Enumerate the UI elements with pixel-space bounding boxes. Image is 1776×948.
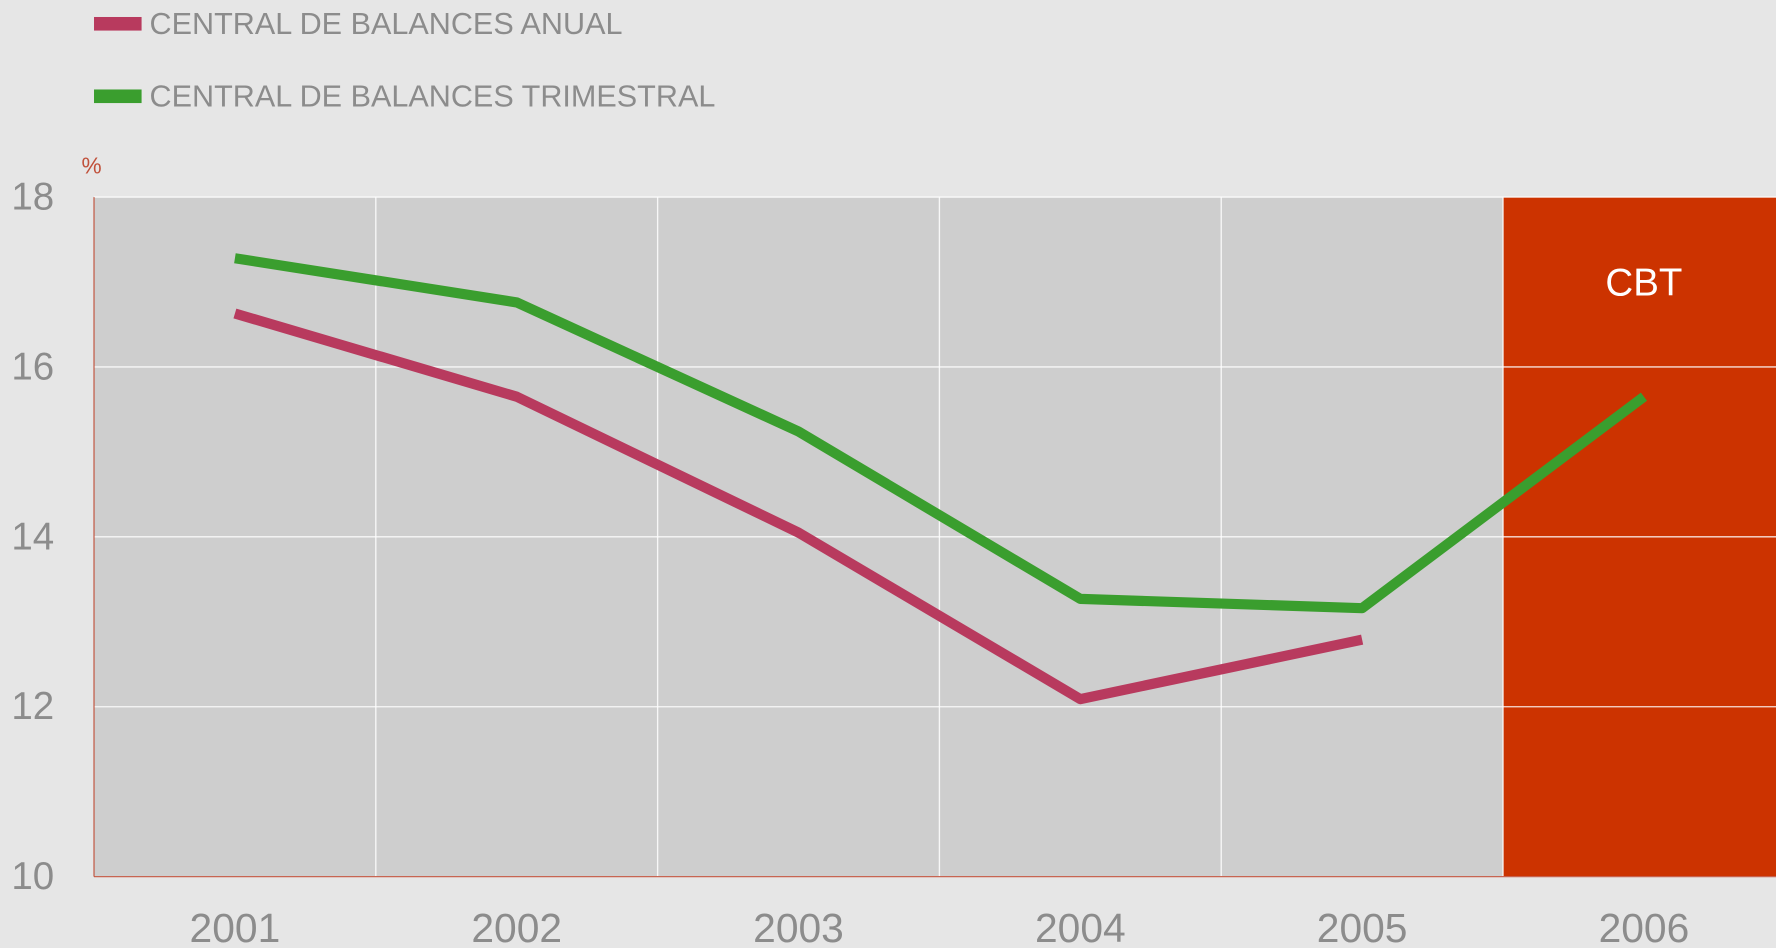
legend-swatch bbox=[94, 16, 142, 31]
x-tick-label: 2005 bbox=[1317, 905, 1408, 948]
y-tick-label: 10 bbox=[11, 855, 54, 898]
x-tick-label: 2001 bbox=[190, 905, 281, 948]
x-tick-label: 2006 bbox=[1599, 905, 1690, 948]
x-tick-label: 2004 bbox=[1035, 905, 1126, 948]
x-tick-label: 2003 bbox=[753, 905, 844, 948]
legend-label: CENTRAL DE BALANCES TRIMESTRAL bbox=[150, 80, 716, 114]
legend-label: CENTRAL DE BALANCES ANUAL bbox=[150, 7, 623, 41]
annotation-label: CBT bbox=[1605, 262, 1682, 305]
y-unit-label: % bbox=[82, 153, 102, 179]
y-tick-label: 14 bbox=[11, 515, 54, 558]
y-tick-label: 18 bbox=[11, 176, 54, 219]
series-line bbox=[234, 253, 1647, 614]
legend-swatch bbox=[94, 89, 142, 104]
y-tick-label: 16 bbox=[11, 345, 54, 388]
y-tick-label: 12 bbox=[11, 685, 54, 728]
x-tick-label: 2002 bbox=[471, 905, 562, 948]
series-line bbox=[233, 308, 1364, 705]
